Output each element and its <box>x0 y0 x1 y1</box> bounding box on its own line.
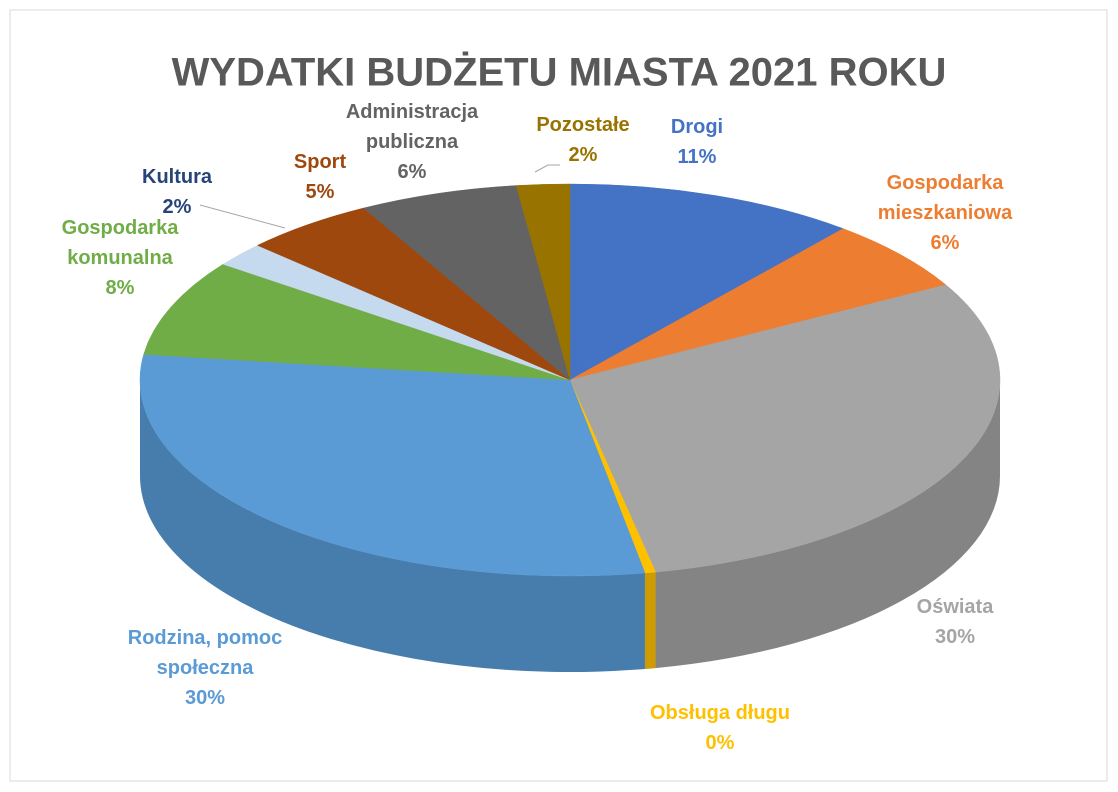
data-label: Gospodarka komunalna 8% <box>30 213 210 303</box>
category-label: Rodzina, pomoc społeczna <box>127 627 283 679</box>
category-label: Oświata <box>916 596 994 618</box>
value-label: 30% <box>184 687 226 709</box>
data-label: Pozostałe 2% <box>518 110 648 170</box>
slice <box>569 183 844 381</box>
slice <box>515 183 571 381</box>
data-label: Drogi 11% <box>637 112 757 172</box>
leader-line <box>534 164 560 173</box>
value-label: 8% <box>105 277 135 299</box>
slice <box>143 263 571 381</box>
value-label: 5% <box>305 181 335 203</box>
category-label: Sport <box>293 151 347 173</box>
chart-title: WYDATKI BUDŻETU MIASTA 2021 ROKU <box>172 51 947 95</box>
value-label: 6% <box>930 232 960 254</box>
slice <box>569 284 1001 573</box>
value-label: 6% <box>397 161 427 183</box>
category-label: Gospodarka komunalna <box>61 217 179 269</box>
category-label: Obsługa długu <box>650 702 790 724</box>
data-label: Rodzina, pomoc społeczna 30% <box>100 623 310 713</box>
slice <box>569 228 947 381</box>
slice-side <box>655 380 1000 669</box>
value-label: 11% <box>677 146 717 168</box>
slice <box>363 185 571 381</box>
data-label: Obsługa długu 0% <box>610 698 830 758</box>
slice <box>139 354 646 577</box>
category-label: Gospodarka mieszkaniowa <box>877 172 1013 224</box>
category-label: Drogi <box>670 116 724 138</box>
value-label: 0% <box>705 732 735 754</box>
category-label: Administracja publiczna <box>345 101 479 153</box>
leader-line <box>199 204 286 229</box>
category-label: Kultura <box>142 166 212 188</box>
data-label: Kultura 2% <box>117 162 237 222</box>
data-label: Administracja publiczna 6% <box>322 97 502 187</box>
data-label: Sport 5% <box>270 147 370 207</box>
value-label: 2% <box>162 196 192 218</box>
slice-side <box>140 380 645 672</box>
data-label: Gospodarka mieszkaniowa 6% <box>855 168 1035 258</box>
data-label: Oświata 30% <box>880 592 1030 652</box>
value-label: 2% <box>568 144 598 166</box>
category-label: Pozostałe <box>536 114 630 136</box>
slice-side <box>644 572 656 669</box>
value-label: 30% <box>934 626 976 648</box>
